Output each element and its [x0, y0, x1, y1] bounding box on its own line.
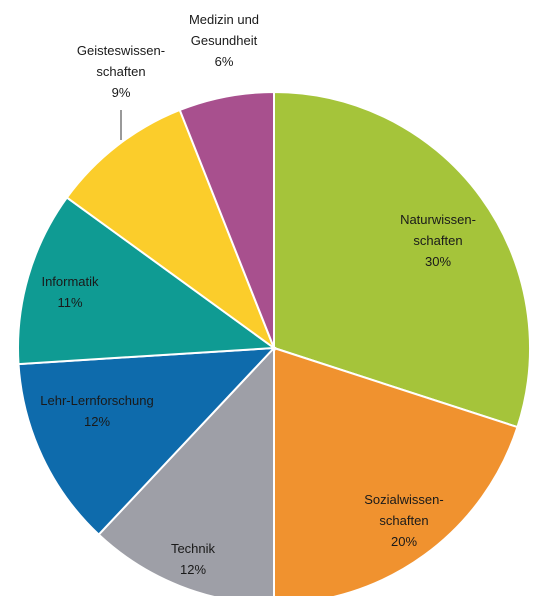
slice-percent: 6%: [215, 54, 234, 69]
slice-label-1: Sozialwissen-schaften 20%: [364, 492, 443, 549]
slice-label-line: Medizin und: [189, 12, 259, 27]
slice-label-line: Informatik: [41, 274, 99, 289]
slice-label-line: Lehr-Lernforschung: [40, 393, 153, 408]
slice-percent: 12%: [180, 562, 206, 577]
slice-percent: 30%: [425, 254, 451, 269]
pie-slice-0: [273, 90, 531, 429]
slice-percent: 20%: [391, 534, 417, 549]
slice-label-line: Geisteswissen-: [77, 43, 165, 58]
slice-label-line: Sozialwissen-: [364, 492, 443, 507]
slice-percent: 11%: [57, 295, 82, 310]
slice-percent: 12%: [84, 414, 110, 429]
slice-label-2: Technik 12%: [171, 541, 216, 577]
pie-slice-2: [97, 345, 275, 596]
pie-slice-6: [178, 90, 275, 349]
pie-slice-4: [17, 196, 277, 366]
slice-label-line: schaften: [379, 513, 428, 528]
slice-label-line: schaften: [413, 233, 462, 248]
slice-label-line: schaften: [96, 64, 145, 79]
slice-label-4: Informatik 11%: [41, 274, 99, 310]
slice-label-6: Medizin und Gesundheit 6%: [189, 12, 259, 69]
pie-slice-3: [17, 346, 277, 537]
pie-slice-5: [65, 108, 277, 351]
slice-label-5: Geisteswissen-schaften 9%: [77, 43, 165, 100]
slice-label-line: Technik: [171, 541, 216, 556]
slice-label-3: Lehr-Lernforschung 12%: [40, 393, 153, 429]
pie-slices: [17, 90, 531, 596]
slice-label-line: Gesundheit: [191, 33, 258, 48]
slice-label-line: Naturwissen-: [400, 212, 476, 227]
pie-slice-1: [273, 346, 519, 596]
slice-labels: Naturwissen-schaften 30% Sozialwissen-scha…: [40, 12, 476, 577]
slice-label-0: Naturwissen-schaften 30%: [400, 212, 476, 269]
slice-percent: 9%: [112, 85, 131, 100]
